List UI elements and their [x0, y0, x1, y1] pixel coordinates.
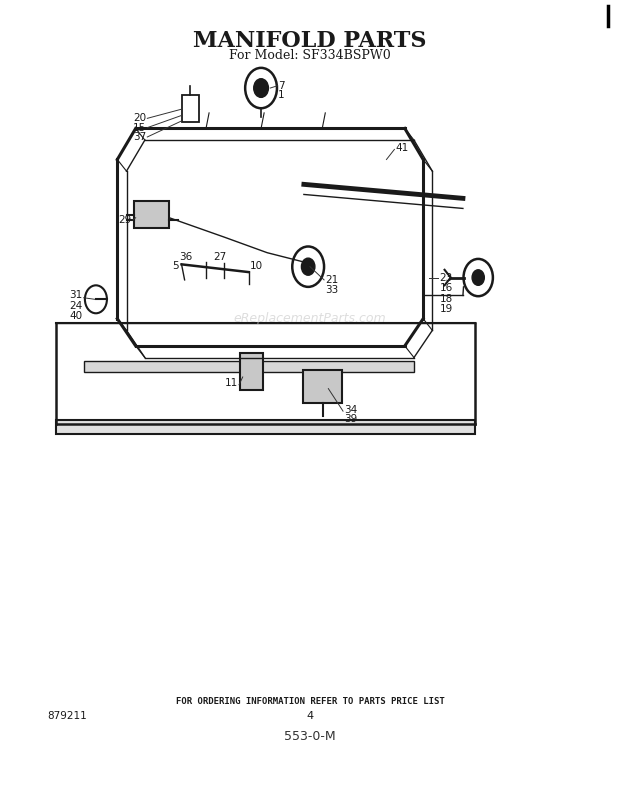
Text: 18: 18: [440, 294, 453, 305]
Text: eReplacementParts.com: eReplacementParts.com: [234, 312, 386, 325]
FancyBboxPatch shape: [134, 202, 169, 228]
FancyBboxPatch shape: [84, 361, 414, 372]
Text: 41: 41: [396, 143, 409, 153]
Text: 1: 1: [278, 90, 285, 100]
Text: 21: 21: [326, 275, 339, 285]
Text: 879211: 879211: [47, 711, 87, 721]
Text: 16: 16: [440, 283, 453, 294]
Text: 29: 29: [118, 215, 131, 225]
Text: 24: 24: [69, 301, 82, 311]
Text: 11: 11: [224, 378, 238, 388]
Text: 40: 40: [69, 311, 82, 320]
Circle shape: [472, 270, 484, 285]
Circle shape: [254, 78, 268, 97]
FancyBboxPatch shape: [303, 370, 342, 403]
Text: 7: 7: [278, 81, 285, 91]
Text: 34: 34: [344, 404, 358, 414]
Circle shape: [301, 258, 315, 276]
Text: 15: 15: [133, 122, 146, 133]
FancyBboxPatch shape: [240, 353, 263, 390]
Text: MANIFOLD PARTS: MANIFOLD PARTS: [193, 31, 427, 53]
Text: 33: 33: [326, 285, 339, 295]
Text: 20: 20: [133, 113, 146, 123]
Text: FOR ORDERING INFORMATION REFER TO PARTS PRICE LIST: FOR ORDERING INFORMATION REFER TO PARTS …: [175, 697, 445, 706]
Text: 27: 27: [213, 252, 226, 262]
Text: 39: 39: [344, 414, 358, 424]
Text: 31: 31: [69, 290, 82, 300]
Text: 19: 19: [440, 305, 453, 315]
Text: For Model: SF334BSPW0: For Model: SF334BSPW0: [229, 49, 391, 62]
Text: 4: 4: [306, 711, 314, 721]
Text: 10: 10: [250, 261, 263, 271]
Text: 553-0-M: 553-0-M: [284, 730, 336, 743]
Text: 36: 36: [179, 252, 193, 262]
Text: 37: 37: [133, 132, 146, 142]
Text: 5: 5: [172, 261, 179, 271]
FancyBboxPatch shape: [56, 420, 475, 433]
Text: 23: 23: [440, 272, 453, 283]
